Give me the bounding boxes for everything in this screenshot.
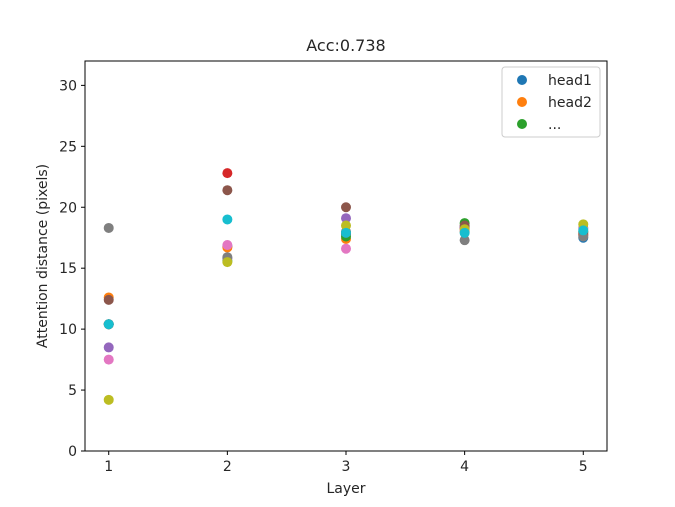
y-tick-label: 10 [59, 322, 77, 338]
data-point-series-6 [222, 185, 233, 196]
legend-label-more: ... [548, 117, 561, 133]
data-point-series-6 [341, 202, 351, 213]
data-point-series-9 [222, 257, 233, 268]
data-point-series-5 [341, 213, 351, 224]
legend-label-head1: head1 [548, 73, 592, 89]
data-point-series-8 [103, 222, 114, 233]
data-point-series-7 [341, 243, 351, 254]
legend-frame [501, 66, 601, 138]
x-axis: 1 2 3 4 5 [104, 451, 588, 475]
y-axis: 0 5 10 15 20 25 30 [59, 78, 85, 460]
chart-title: Acc:0.738 [306, 36, 385, 55]
x-tick-label: 5 [579, 459, 588, 475]
x-tick-label: 4 [460, 459, 469, 475]
data-point-series-10 [103, 319, 114, 330]
x-axis-label: Layer [326, 481, 365, 497]
data-point-series-6 [103, 294, 114, 305]
x-tick-label: 3 [342, 459, 351, 475]
points-layer [103, 168, 589, 405]
data-point-series-7 [103, 354, 114, 365]
data-point-series-8 [459, 235, 470, 246]
data-point-series-10 [578, 225, 589, 236]
data-point-series-10 [459, 227, 470, 238]
x-tick-label: 2 [223, 459, 232, 475]
data-point-series-10 [341, 227, 351, 238]
y-tick-label: 25 [59, 139, 77, 155]
legend-label-head2: head2 [548, 95, 592, 111]
legend: head1 head2 ... [501, 66, 601, 138]
data-point-series-9 [103, 394, 114, 405]
data-point-series-5 [103, 342, 114, 353]
y-tick-label: 5 [68, 383, 77, 399]
data-point-series-4 [222, 168, 233, 179]
y-tick-label: 20 [59, 200, 77, 216]
data-point-series-10 [222, 214, 233, 225]
legend-marker-head1 [517, 75, 527, 85]
legend-marker-head2 [517, 97, 527, 107]
y-tick-label: 15 [59, 261, 77, 277]
y-tick-label: 30 [59, 78, 77, 94]
data-point-series-9 [341, 220, 351, 231]
y-tick-label: 0 [68, 444, 77, 460]
data-point-series-7 [222, 240, 233, 251]
x-tick-label: 1 [104, 459, 113, 475]
y-axis-label: Attention distance (pixels) [35, 164, 51, 348]
legend-marker-more [517, 119, 527, 129]
